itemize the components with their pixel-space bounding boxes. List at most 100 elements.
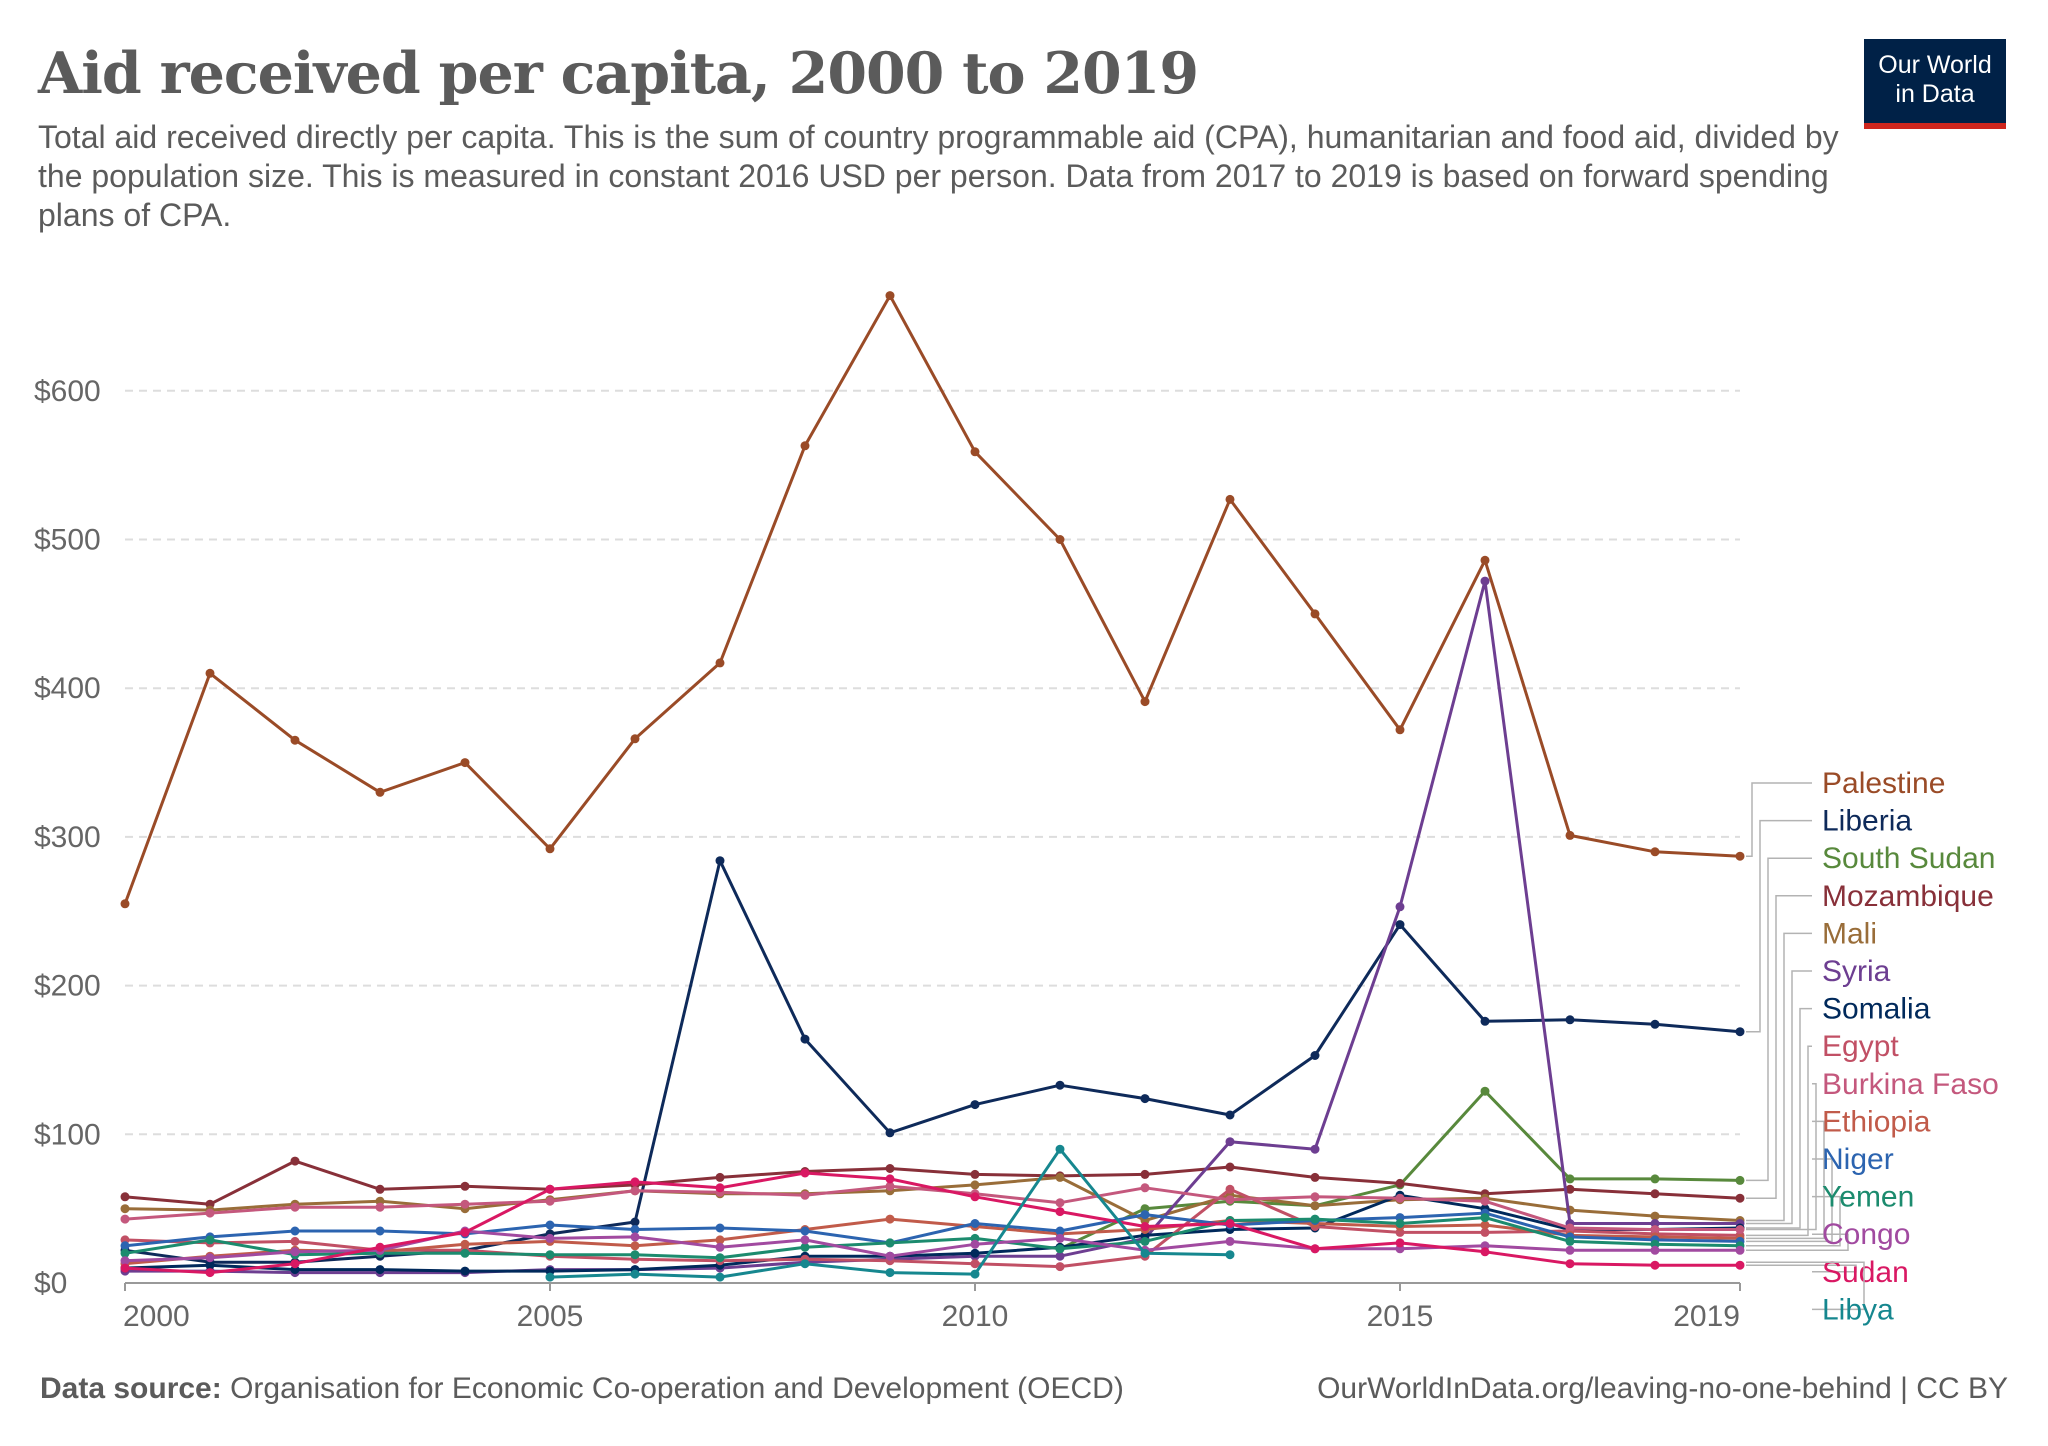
legend-item-niger[interactable]: Niger [1746, 1143, 1894, 1243]
data-point[interactable] [1480, 1016, 1490, 1026]
data-point[interactable] [1480, 1213, 1490, 1223]
data-point[interactable] [885, 1174, 895, 1184]
data-point[interactable] [800, 1242, 810, 1252]
data-point[interactable] [1480, 1086, 1490, 1096]
data-point[interactable] [1140, 1094, 1150, 1104]
legend-item-south-sudan[interactable]: South Sudan [1746, 842, 1995, 1182]
data-point[interactable] [205, 1208, 215, 1218]
data-point[interactable] [375, 1265, 385, 1275]
data-point[interactable] [630, 1269, 640, 1279]
data-point[interactable] [290, 1236, 300, 1246]
data-point[interactable] [1565, 1236, 1575, 1246]
data-point[interactable] [1395, 725, 1405, 735]
series-line[interactable] [124, 859, 1741, 1264]
data-point[interactable] [1480, 576, 1490, 586]
data-point[interactable] [630, 1186, 640, 1196]
data-point[interactable] [970, 1169, 980, 1179]
data-point[interactable] [1565, 1174, 1575, 1184]
data-point[interactable] [715, 1223, 725, 1233]
data-point[interactable] [460, 1181, 470, 1191]
legend-label[interactable]: Mali [1822, 917, 1877, 950]
data-point[interactable] [375, 1202, 385, 1212]
data-point[interactable] [1650, 1189, 1660, 1199]
data-point[interactable] [1225, 1184, 1235, 1194]
data-point[interactable] [630, 1217, 640, 1227]
data-point[interactable] [715, 856, 725, 866]
data-point[interactable] [1395, 902, 1405, 912]
legend-label[interactable]: Yemen [1822, 1181, 1914, 1214]
data-point[interactable] [630, 1177, 640, 1187]
data-point[interactable] [715, 1235, 725, 1245]
data-point[interactable] [970, 1100, 980, 1110]
owid-logo[interactable]: Our World in Data [1864, 39, 2006, 129]
data-point[interactable] [1055, 1262, 1065, 1272]
data-point[interactable] [290, 735, 300, 745]
data-point[interactable] [375, 1242, 385, 1252]
data-point[interactable] [1310, 1172, 1320, 1182]
data-point[interactable] [630, 1241, 640, 1251]
data-point[interactable] [120, 1204, 130, 1214]
data-point[interactable] [630, 734, 640, 744]
legend-label[interactable]: Palestine [1822, 767, 1945, 800]
data-point[interactable] [1480, 1220, 1490, 1230]
data-point[interactable] [1480, 555, 1490, 565]
data-point[interactable] [120, 1248, 130, 1258]
series-line[interactable] [124, 1211, 1741, 1248]
data-point[interactable] [1395, 1238, 1405, 1248]
data-point[interactable] [120, 1256, 130, 1266]
data-point[interactable] [1565, 1245, 1575, 1255]
data-point[interactable] [715, 1272, 725, 1282]
data-point[interactable] [1480, 1247, 1490, 1257]
data-point[interactable] [460, 1199, 470, 1209]
series-line[interactable] [124, 1217, 1741, 1266]
data-point[interactable] [1225, 1236, 1235, 1246]
legend-item-ethiopia[interactable]: Ethiopia [1746, 1105, 1931, 1240]
data-point[interactable] [1140, 1248, 1150, 1258]
data-point[interactable] [460, 1239, 470, 1249]
legend-label[interactable]: Egypt [1822, 1030, 1899, 1063]
legend-label[interactable]: Mozambique [1822, 880, 1994, 913]
data-point[interactable] [1310, 1214, 1320, 1224]
data-point[interactable] [1565, 1015, 1575, 1025]
data-point[interactable] [885, 1128, 895, 1138]
data-point[interactable] [1140, 1210, 1150, 1220]
data-point[interactable] [120, 1241, 130, 1251]
data-point[interactable] [1395, 1193, 1405, 1203]
data-point[interactable] [970, 1269, 980, 1279]
data-point[interactable] [375, 1184, 385, 1194]
data-point[interactable] [290, 1226, 300, 1236]
legend-label[interactable]: Liberia [1822, 805, 1912, 838]
data-point[interactable] [1650, 847, 1660, 857]
data-point[interactable] [1140, 1169, 1150, 1179]
data-point[interactable] [1565, 830, 1575, 840]
legend-label[interactable]: Syria [1822, 955, 1891, 988]
data-point[interactable] [1055, 1144, 1065, 1154]
data-point[interactable] [1310, 1144, 1320, 1154]
series-line[interactable] [124, 1229, 1740, 1263]
data-point[interactable] [1140, 1236, 1150, 1246]
data-point[interactable] [970, 1219, 980, 1228]
data-point[interactable] [205, 1260, 215, 1270]
data-point[interactable] [1565, 1259, 1575, 1269]
data-point[interactable] [885, 291, 895, 301]
data-point[interactable] [1225, 1137, 1235, 1147]
data-point[interactable] [1735, 1225, 1745, 1234]
data-point[interactable] [205, 1235, 215, 1245]
data-point[interactable] [290, 1259, 300, 1269]
data-point[interactable] [630, 1250, 640, 1260]
legend-label[interactable]: Sudan [1822, 1256, 1909, 1289]
data-point[interactable] [715, 1253, 725, 1263]
legend-item-palestine[interactable]: Palestine [1746, 767, 1945, 857]
legend-label[interactable]: Burkina Faso [1822, 1068, 1999, 1101]
data-point[interactable] [715, 658, 725, 668]
data-point[interactable] [1650, 1245, 1660, 1255]
data-point[interactable] [290, 1202, 300, 1212]
data-point[interactable] [885, 1238, 895, 1248]
legend-label[interactable]: Somalia [1822, 993, 1931, 1026]
data-point[interactable] [1055, 535, 1065, 544]
data-point[interactable] [1650, 1225, 1660, 1234]
data-point[interactable] [800, 1235, 810, 1245]
series-line[interactable] [123, 294, 1741, 905]
legend-item-sudan[interactable]: Sudan [1746, 1256, 1909, 1289]
data-point[interactable] [1565, 1184, 1575, 1194]
